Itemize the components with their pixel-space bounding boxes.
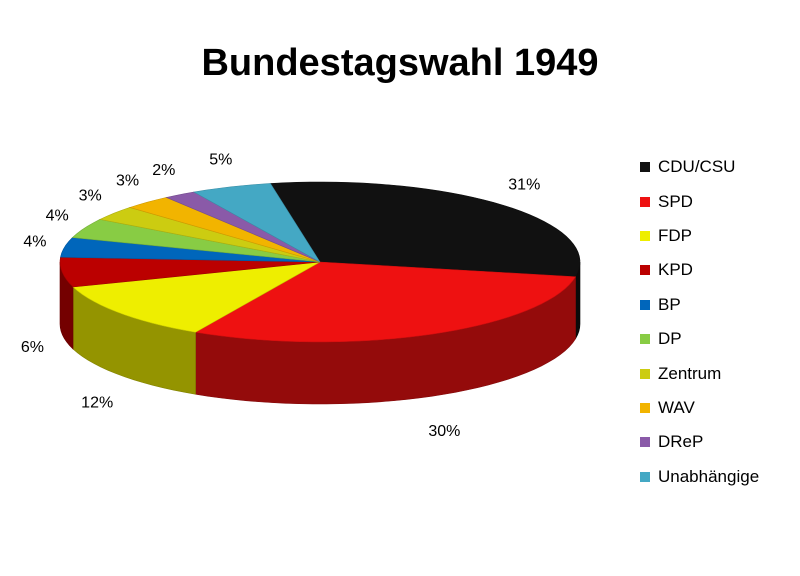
data-label: 4% <box>23 233 46 250</box>
legend-item: BP <box>640 288 759 322</box>
legend-label: BP <box>658 294 681 314</box>
legend-item: Zentrum <box>640 356 759 390</box>
legend-item: DP <box>640 322 759 356</box>
legend-swatch <box>640 230 650 241</box>
data-label: 30% <box>428 423 460 440</box>
data-label: 3% <box>79 187 102 204</box>
legend-item: FDP <box>640 219 759 253</box>
legend-label: Unabhängige <box>658 466 760 486</box>
legend-label: CDU/CSU <box>658 157 736 177</box>
legend-label: FDP <box>658 225 692 245</box>
legend-item: SPD <box>640 184 759 218</box>
legend-item: DReP <box>640 425 759 459</box>
legend-swatch <box>640 265 650 276</box>
legend-swatch <box>640 402 650 413</box>
pie-slice-dp <box>71 219 321 263</box>
legend-swatch <box>640 471 650 482</box>
legend-label: KPD <box>658 260 693 280</box>
pie-slice-cdu-csu <box>269 181 581 278</box>
data-label: 4% <box>46 208 69 225</box>
legend-swatch <box>640 299 650 310</box>
pie-sides <box>59 261 581 405</box>
legend-label: WAV <box>658 397 695 417</box>
legend: CDU/CSU SPD FDP KPD BP DP Zentrum WAV DReP Unabhä… <box>640 150 759 494</box>
data-label: 12% <box>81 394 113 411</box>
pie-slice-spd <box>194 261 577 343</box>
pie-top <box>59 181 581 343</box>
legend-swatch <box>640 368 650 379</box>
data-label: 5% <box>209 152 232 169</box>
legend-item: KPD <box>640 253 759 287</box>
legend-swatch <box>640 437 650 448</box>
legend-swatch <box>640 334 650 345</box>
pie-labels: 31% 30% 12% 6% 4%4% 3% 3% 2% 5% <box>21 152 540 440</box>
legend-swatch <box>640 196 650 207</box>
data-label: 3% <box>116 172 139 189</box>
data-label: 31% <box>508 177 540 194</box>
pie-slice-unabh-ngige <box>193 183 321 263</box>
pie-slice-fdp <box>72 261 321 333</box>
legend-label: Zentrum <box>658 363 722 383</box>
data-label: 2% <box>152 162 175 179</box>
pie-slice-kpd <box>59 256 321 288</box>
legend-label: SPD <box>658 191 693 211</box>
legend-swatch <box>640 162 650 173</box>
legend-item: WAV <box>640 391 759 425</box>
data-label: 6% <box>21 339 44 356</box>
legend-label: DReP <box>658 432 704 452</box>
legend-item: CDU/CSU <box>640 150 759 184</box>
chart-title: Bundestagswahl 1949 <box>201 42 599 84</box>
legend-label: DP <box>658 329 682 349</box>
legend-item: Unabhängige <box>640 460 759 494</box>
